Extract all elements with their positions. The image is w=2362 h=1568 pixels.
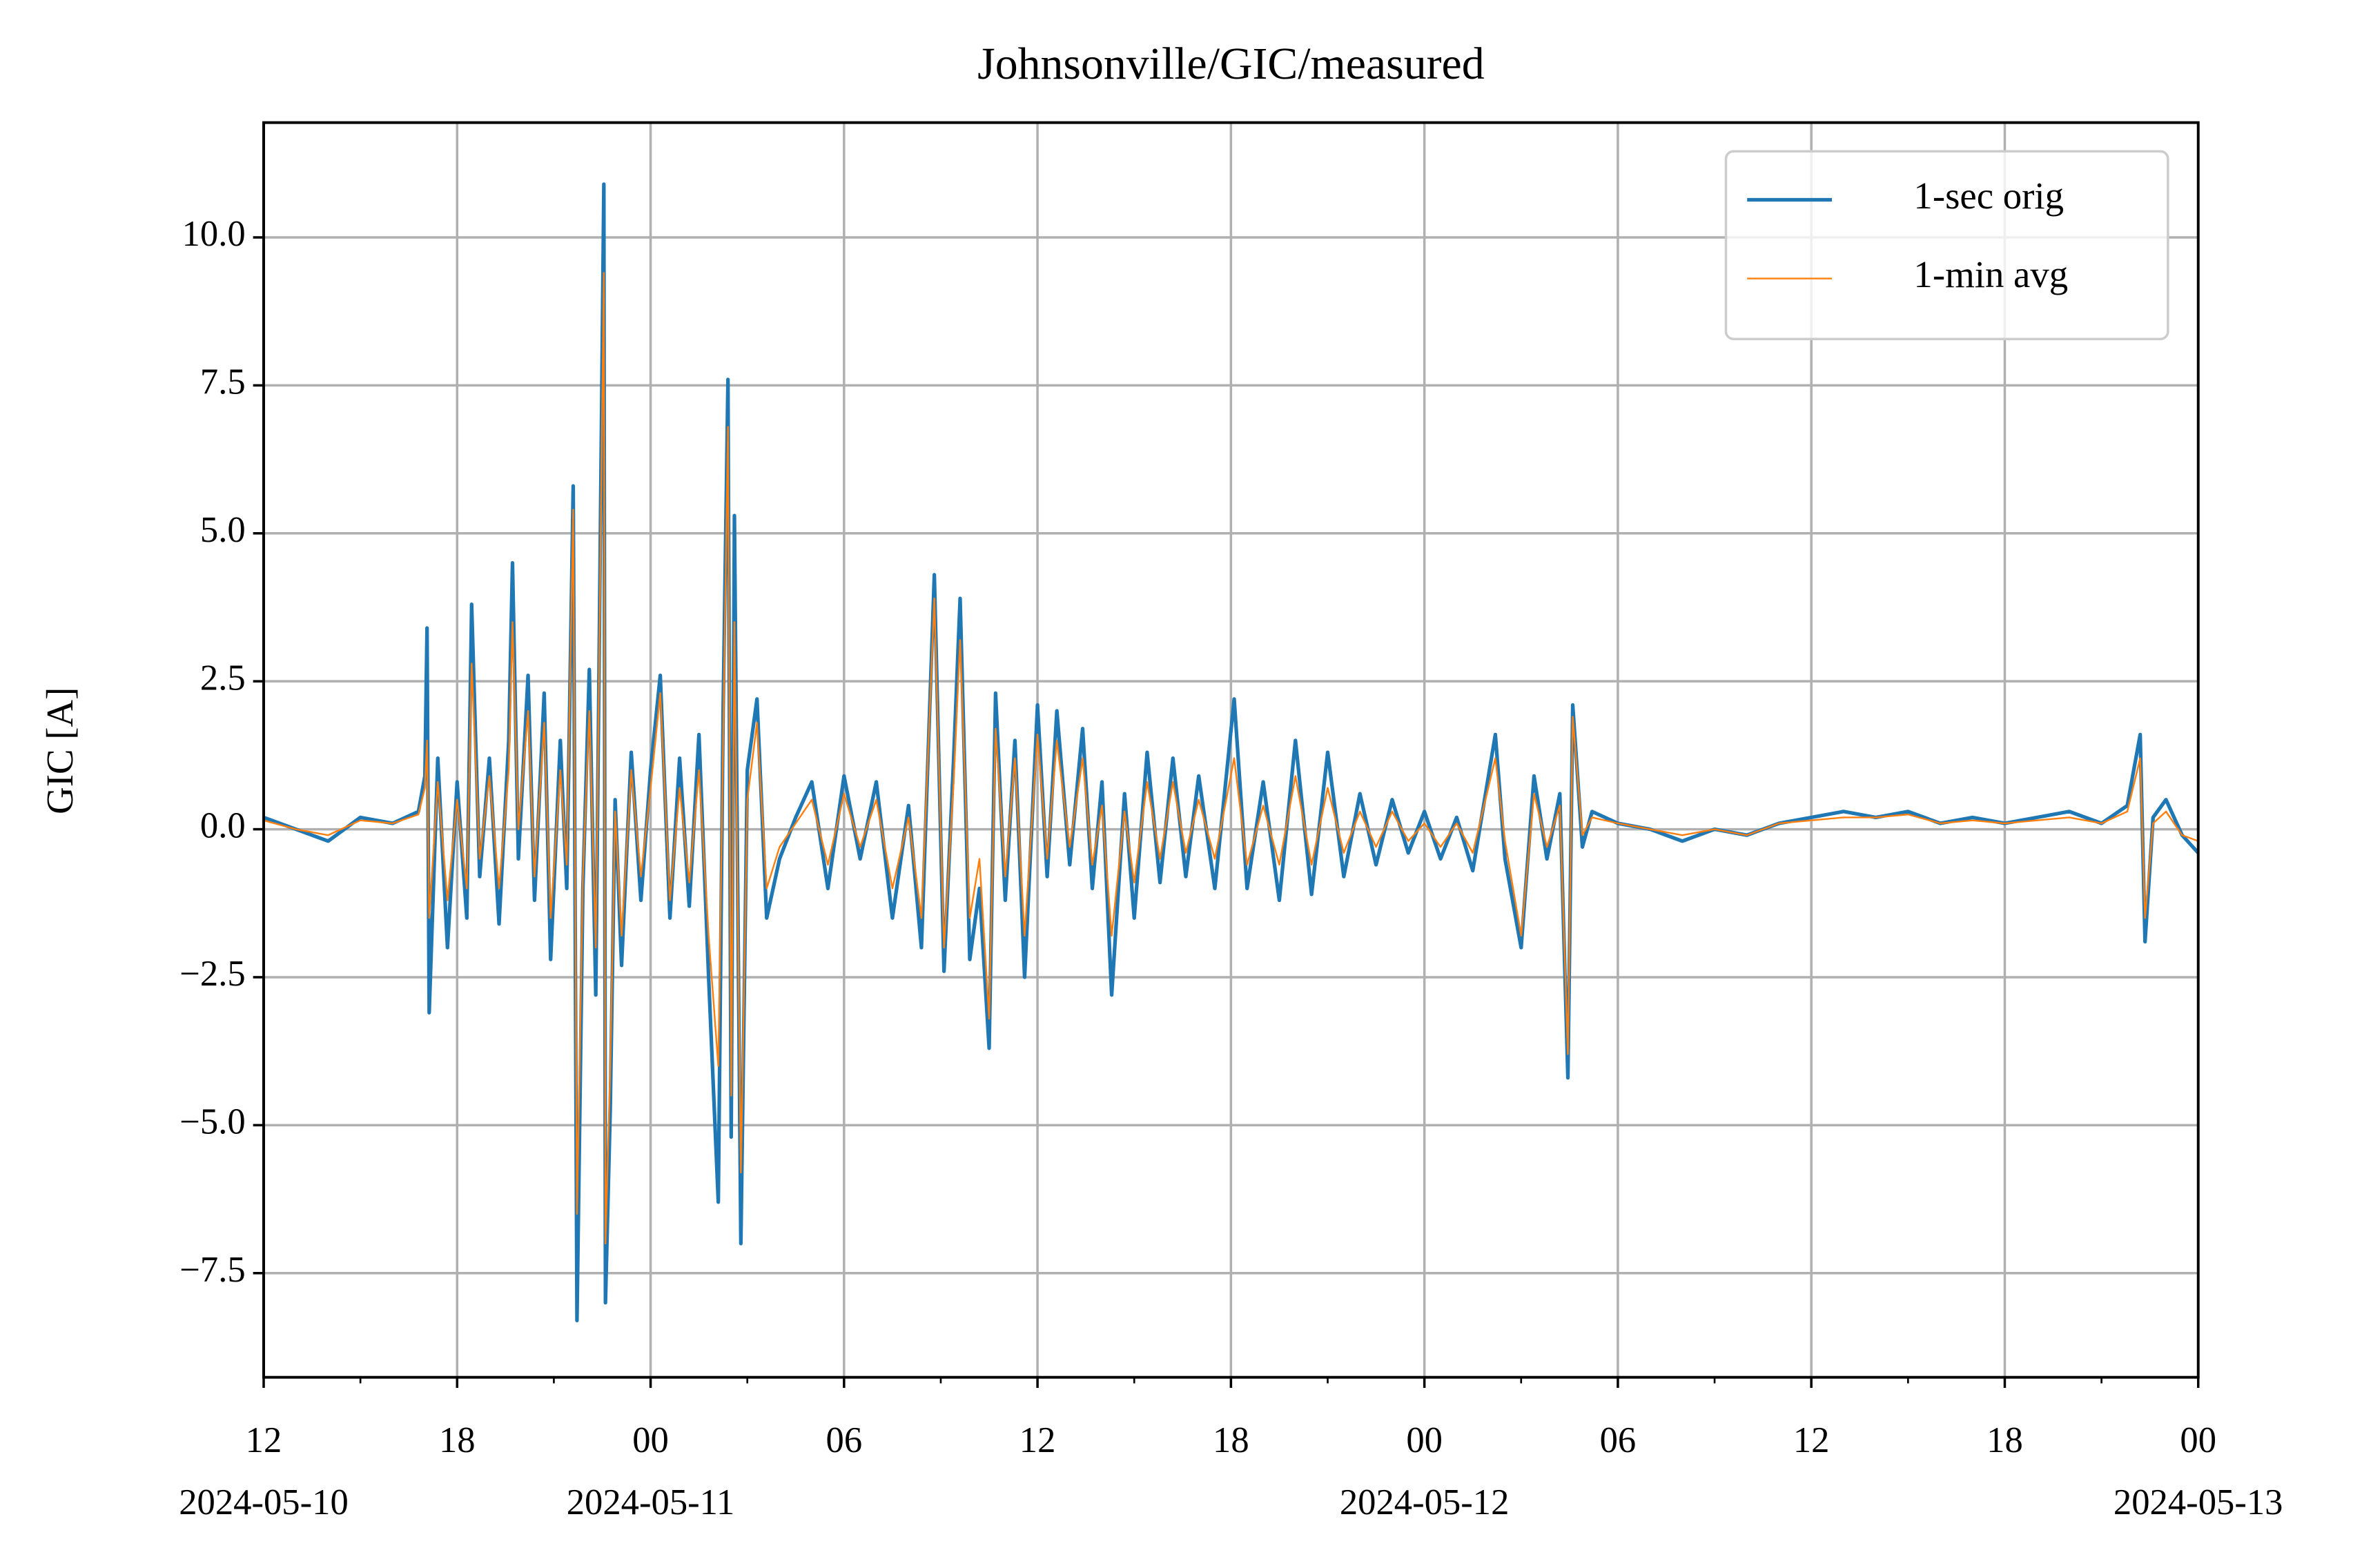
x-tick-label: 12 [246,1420,282,1460]
lines [263,182,2200,1322]
x-date-label: 2024-05-11 [567,1482,735,1522]
series-line [263,272,2199,1245]
x-date-label: 2024-05-13 [2114,1482,2283,1522]
x-date-label: 2024-05-12 [1340,1482,1510,1522]
legend-box [1724,150,2169,340]
x-tick-label: 12 [1019,1420,1056,1460]
legend: 1-sec orig 1-min avg [1724,150,2169,340]
plot-frame [262,121,2200,1379]
series-line [263,182,2200,1322]
axes: −7.5 −5.0 −2.5 0.0 2.5 5.0 7.5 10.0 12 18 00 06 12 18… [179,121,2283,1522]
x-tick-label: 18 [1987,1420,2023,1460]
y-axis-label: GIC [A] [39,687,81,814]
x-tick-label: 00 [632,1420,669,1460]
y-tick-label: 0.0 [200,806,246,846]
y-tick-label: −5.0 [179,1101,245,1141]
y-tick-label: 5.0 [200,510,246,550]
y-tick-label: 10.0 [182,214,246,254]
x-tick-label: 06 [1600,1420,1637,1460]
x-tick-label: 18 [1213,1420,1249,1460]
x-tick-label: 12 [1793,1420,1830,1460]
y-tick-label: 2.5 [200,658,246,698]
y-tick-label: 7.5 [200,362,246,402]
legend-label: 1-min avg [1913,253,2068,295]
y-tick-label: −2.5 [179,954,245,994]
x-tick-label: 00 [1406,1420,1443,1460]
chart-title: Johnsonville/GIC/measured [977,39,1485,89]
x-tick-label: 18 [439,1420,476,1460]
legend-label: 1-sec orig [1913,175,2064,217]
x-date-label: 2024-05-10 [179,1482,349,1522]
y-tick-label: −7.5 [179,1250,245,1290]
x-tick-label: 00 [2180,1420,2216,1460]
x-tick-label: 06 [826,1420,863,1460]
